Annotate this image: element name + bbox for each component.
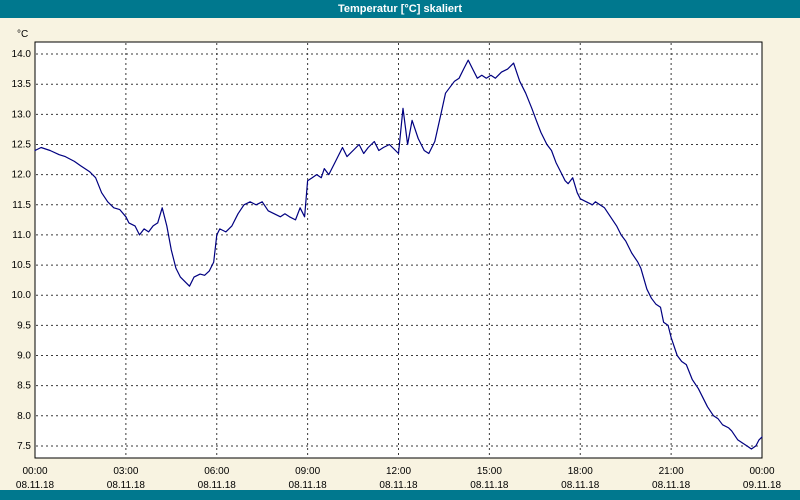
svg-text:12.0: 12.0 [12,170,32,181]
svg-text:10.5: 10.5 [12,260,32,271]
window-title: Temperatur [°C] skaliert [337,3,462,15]
svg-text:11.0: 11.0 [12,230,31,241]
svg-text:°C: °C [17,29,28,40]
svg-text:08.11.18: 08.11.18 [470,480,509,490]
svg-text:18:00: 18:00 [568,466,593,477]
svg-text:14.0: 14.0 [12,49,32,60]
svg-text:08.11.18: 08.11.18 [379,480,418,490]
svg-text:08.11.18: 08.11.18 [107,480,146,490]
svg-text:9.0: 9.0 [17,351,31,362]
svg-text:08.11.18: 08.11.18 [198,480,237,490]
svg-text:08.11.18: 08.11.18 [16,480,55,490]
window-titlebar: Temperatur [°C] skaliert [0,0,800,18]
svg-text:11.5: 11.5 [12,200,31,211]
svg-text:21:00: 21:00 [659,466,684,477]
temperature-chart: 14.0 13.5 13.0 12.5 12.0 11.5 11.0 10.5 10.0 9.5 9… [12,29,782,491]
svg-text:09.11.18: 09.11.18 [743,480,782,490]
svg-text:03:00: 03:00 [113,466,138,477]
svg-text:08.11.18: 08.11.18 [652,480,691,490]
svg-text:7.5: 7.5 [17,441,31,452]
svg-text:8.0: 8.0 [17,411,31,422]
svg-text:00:00: 00:00 [749,466,774,477]
svg-text:06:00: 06:00 [204,466,229,477]
svg-text:12.5: 12.5 [12,139,32,150]
svg-text:10.0: 10.0 [12,290,32,301]
svg-text:15:00: 15:00 [477,466,502,477]
svg-text:9.5: 9.5 [17,320,31,331]
svg-text:13.0: 13.0 [12,109,32,120]
svg-text:13.5: 13.5 [12,79,32,90]
window-bottombar [0,490,800,500]
svg-text:00:00: 00:00 [22,466,47,477]
svg-text:08.11.18: 08.11.18 [561,480,600,490]
svg-text:08.11.18: 08.11.18 [289,480,328,490]
svg-text:09:00: 09:00 [295,466,320,477]
svg-text:12:00: 12:00 [386,466,411,477]
svg-text:8.5: 8.5 [17,381,31,392]
